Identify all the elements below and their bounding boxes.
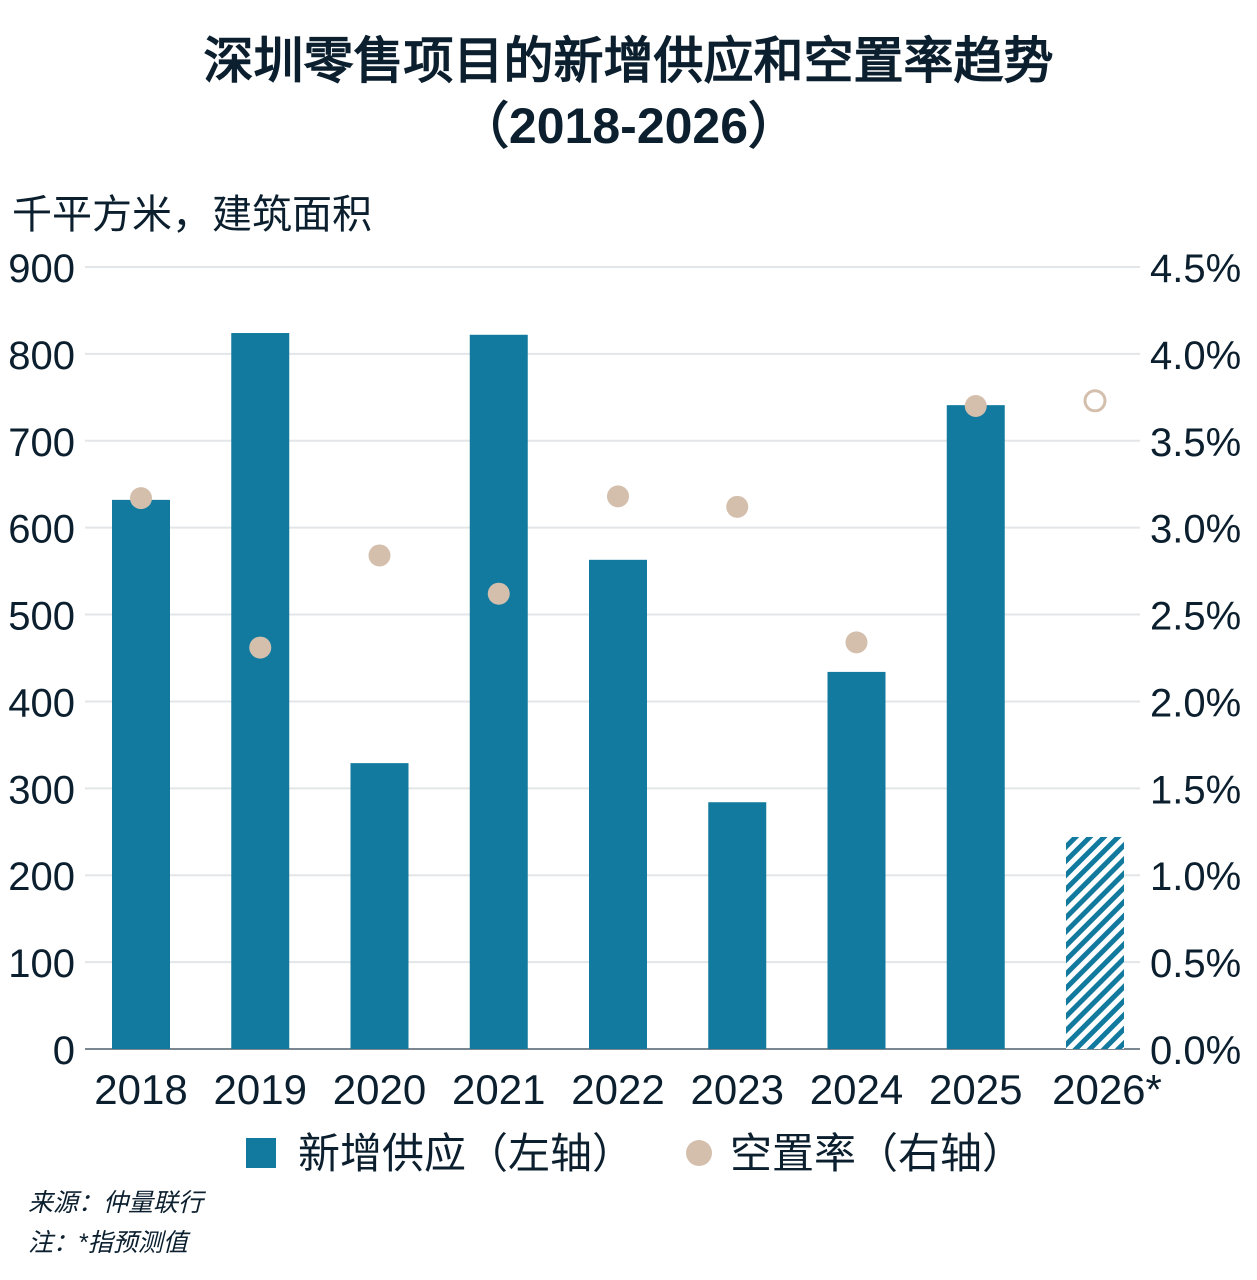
vacancy-point-2019 — [249, 636, 272, 659]
x-tick-label: 2021 — [452, 1066, 545, 1113]
vacancy-point-2021 — [487, 582, 510, 605]
y2-tick-label: 4.5% — [1150, 247, 1241, 291]
y2-tick-label: 0.5% — [1150, 942, 1241, 986]
x-tick-label: 2019 — [214, 1066, 307, 1113]
x-tick-label: 2022 — [571, 1066, 664, 1113]
bar-2020 — [350, 763, 409, 1049]
bar-2021 — [469, 334, 528, 1050]
y2-tick-label: 2.0% — [1150, 681, 1241, 725]
x-tick-label: 2024 — [810, 1066, 903, 1113]
legend-bar-label: 新增供应（左轴） — [298, 1130, 634, 1177]
vacancy-point-2018 — [130, 487, 152, 510]
y-tick-label: 500 — [8, 595, 75, 639]
bar-2025 — [946, 405, 1005, 1049]
vacancy-point-2020 — [368, 544, 391, 567]
vacancy-point-2026* — [1083, 389, 1107, 413]
y-tick-label: 300 — [8, 768, 75, 812]
x-tick-label: 2026* — [1052, 1066, 1162, 1113]
y-tick-label: 200 — [8, 855, 75, 899]
bar-2022 — [589, 559, 647, 1049]
bar-2024 — [827, 671, 886, 1049]
y2-tick-label: 0.0% — [1150, 1029, 1241, 1073]
x-tick-label: 2025 — [929, 1066, 1022, 1113]
legend-dot-label: 空置率（右轴） — [730, 1130, 1024, 1177]
bar-2026* — [1066, 836, 1124, 1049]
y-tick-label: 400 — [8, 681, 75, 725]
vacancy-point-2025 — [964, 395, 987, 418]
chart-subtitle: （2018-2026） — [458, 98, 799, 154]
y2-tick-label: 3.5% — [1150, 421, 1241, 465]
legend-bar-swatch — [246, 1138, 276, 1168]
y2-tick-label: 2.5% — [1150, 595, 1241, 639]
source-note: 来源：仲量联行 — [28, 1189, 204, 1217]
y2-tick-label: 1.0% — [1150, 855, 1241, 899]
x-tick-label: 2023 — [691, 1066, 784, 1113]
bar-2023 — [708, 802, 767, 1049]
legend-dot-swatch — [686, 1140, 712, 1166]
vacancy-point-2022 — [607, 485, 629, 508]
y-tick-label: 700 — [8, 421, 75, 465]
y-tick-label: 900 — [8, 247, 75, 291]
y-tick-label: 800 — [8, 334, 75, 378]
bar-2018 — [112, 499, 170, 1050]
y2-tick-label: 3.0% — [1150, 508, 1241, 552]
y-axis-label: 千平方米，建筑面积 — [12, 193, 372, 237]
y2-tick-label: 1.5% — [1150, 768, 1241, 812]
bar-2019 — [231, 333, 290, 1050]
x-tick-label: 2018 — [94, 1066, 187, 1113]
vacancy-point-2023 — [726, 495, 749, 518]
vacancy-point-2024 — [845, 631, 868, 654]
chart-title: 深圳零售项目的新增供应和空置率趋势 — [203, 33, 1054, 89]
y-tick-label: 100 — [8, 942, 75, 986]
forecast-note: 注：*指预测值 — [28, 1229, 188, 1257]
y-tick-label: 600 — [8, 508, 75, 552]
y2-tick-label: 4.0% — [1150, 334, 1241, 378]
x-tick-label: 2020 — [333, 1066, 426, 1113]
y-tick-label: 0 — [53, 1029, 75, 1073]
